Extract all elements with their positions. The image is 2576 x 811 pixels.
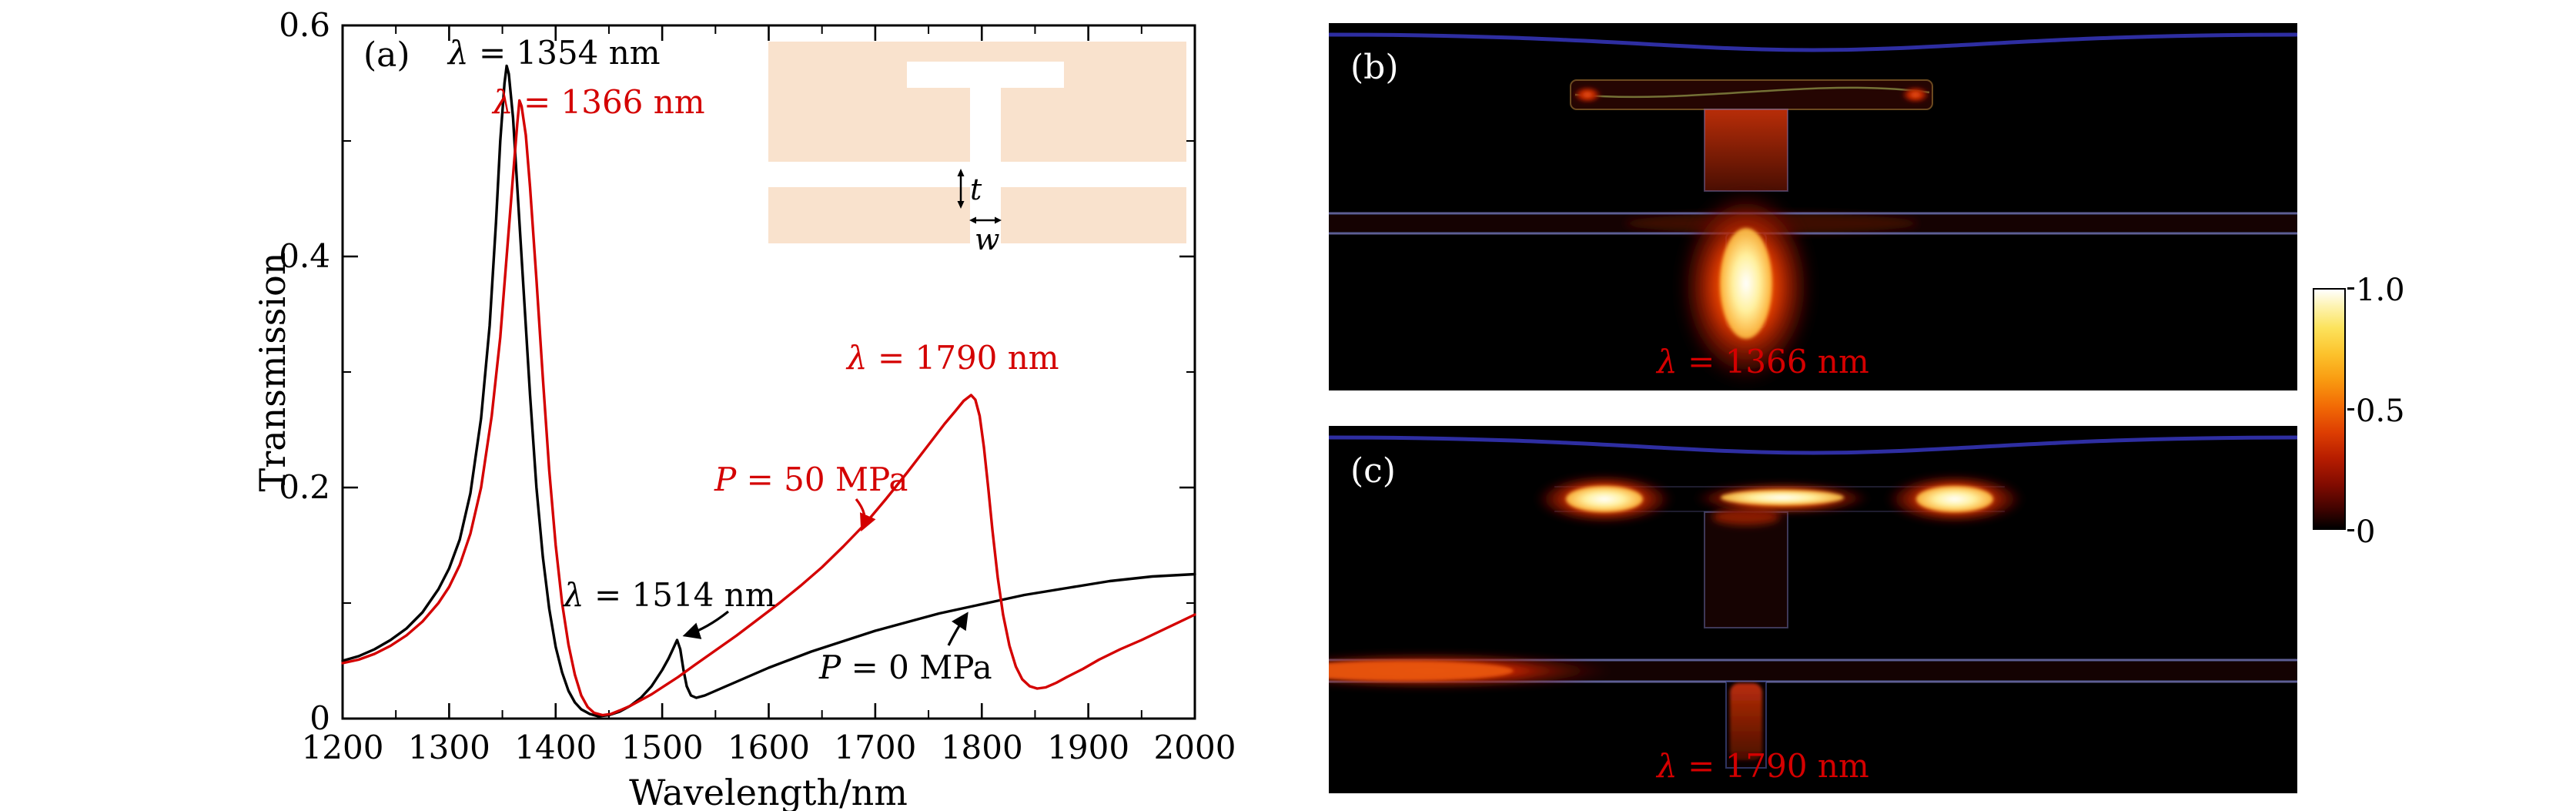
panel-b-label: (b) [1350,48,1399,87]
inset-slot [970,187,1001,243]
annotation-variable: λ [847,339,868,377]
annotation-p-50mpa: P = 50 MPa [714,461,908,498]
annotation-variable: λ [448,34,469,72]
annotation-variable: λ [564,576,584,614]
plot-frame [341,24,1196,720]
stem-cross-section [1704,511,1788,628]
field-c-background [1329,426,2297,793]
beam-cross-section [1570,79,1933,110]
colorbar-label-min: 0 [2356,514,2376,550]
colorbar-label-mid: 0.5 [2356,394,2405,429]
curve-p50 [341,99,1196,717]
panel-c-label: (c) [1350,451,1396,491]
slot-red-glow [1730,683,1762,760]
annotation-value: = 50 MPa [736,461,908,498]
hotspot-right-core [1916,486,1993,512]
caption-value: = 1790 nm [1677,747,1869,785]
inset-thickness-label: t [970,173,982,206]
annotation-value: = 1514 nm [584,576,776,614]
input-waveguide-core [1329,661,1514,681]
arrow-p50-to-red-curve [855,498,876,532]
x-tick-label: 2000 [1154,729,1236,766]
hotspot-left-core [1566,486,1643,512]
y-axis-label: Transmission [252,252,293,492]
x-tick-label: 1700 [834,729,916,766]
field-map-b [1329,23,2297,390]
membrane-top-boundary [1329,435,2297,455]
arrow-p0-to-black-curve [947,612,969,646]
colorbar-tick [2347,287,2354,290]
colorbar-tick [2347,408,2354,411]
annotation-lambda-1354: λ = 1354 nm [448,34,661,72]
inset-width-label: w [975,223,1000,256]
width-dimension-arrow [969,216,1002,224]
panel-b-caption: λ = 1366 nm [1657,343,1869,380]
annotation-variable: λ [493,83,514,121]
hotspot-core [1720,228,1772,339]
annotation-value: = 1366 nm [513,83,705,121]
x-tick-label: 1300 [408,729,490,766]
x-tick-label: 1900 [1047,729,1129,766]
annotation-lambda-1514: λ = 1514 nm [564,576,776,614]
annotation-value: = 1354 nm [468,34,661,72]
x-tick-label: 1200 [302,729,384,766]
colorbar-tick [2347,529,2354,531]
stem-cross-section [1704,109,1788,192]
beam-end-glow-left [1572,85,1603,104]
annotation-variable: P [819,648,841,686]
arrow-1514-to-black-bump [682,610,729,639]
annotation-variable: P [714,461,737,498]
y-tick-label: 0.6 [279,6,330,44]
field-map-c [1329,426,2297,793]
panel-a-label: (a) [363,35,410,75]
bent-beam-line [1574,86,1930,99]
annotation-value: = 1790 nm [867,339,1059,377]
thickness-dimension-arrow [957,169,965,209]
x-tick-label: 1400 [514,729,597,766]
annotation-value: = 0 MPa [841,648,992,686]
x-tick-label: 1600 [728,729,810,766]
colorbar-label-max: 1.0 [2356,273,2405,308]
caption-value: = 1366 nm [1677,343,1869,380]
hotspot-center-core [1721,490,1844,505]
spectrum-chart: t w 1200 1300 1400 1500 1600 1700 1800 1900 2000… [279,6,1236,766]
colorbar [2313,288,2346,530]
inset-t-groove-stem [970,88,1001,162]
y-tick-label: 0.2 [279,468,330,506]
membrane-top-boundary [1329,32,2297,52]
annotation-p-0mpa: P = 0 MPa [819,648,992,686]
x-axis-label: Wavelength/nm [629,772,908,811]
structure-inset: t w [768,42,1186,256]
x-tick-label: 1500 [621,729,704,766]
curve-p0 [341,64,1196,718]
panel-c-caption: λ = 1790 nm [1657,747,1869,785]
y-tick-label: 0 [309,699,330,737]
y-tick-label: 0.4 [279,237,330,275]
caption-variable: λ [1657,747,1678,785]
annotation-lambda-1366: λ = 1366 nm [493,83,705,121]
field-b-background [1329,23,2297,390]
beam-end-glow-right [1900,85,1931,104]
annotation-lambda-1790: λ = 1790 nm [847,339,1059,377]
x-tick-label: 1800 [941,729,1023,766]
inset-t-groove-bar [907,62,1064,88]
caption-variable: λ [1657,343,1678,380]
